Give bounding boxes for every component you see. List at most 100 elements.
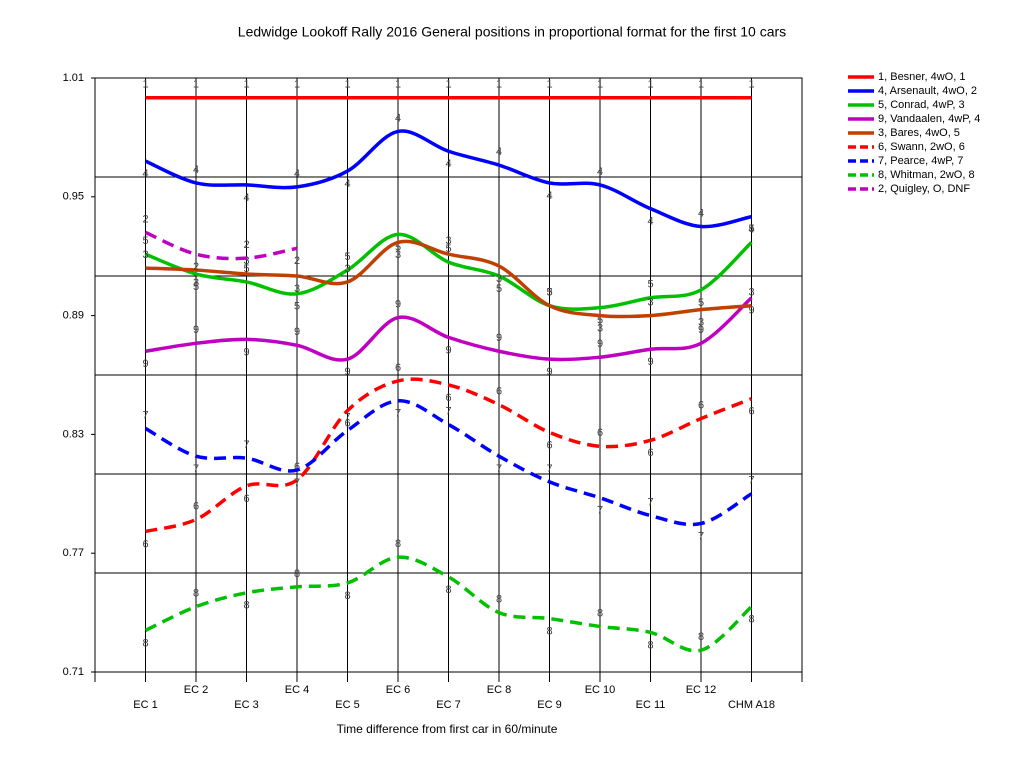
point-label: 1: [445, 79, 451, 91]
point-label: 7: [445, 405, 451, 417]
point-label: 8: [344, 590, 350, 602]
point-label: 4: [597, 166, 603, 178]
point-label: 3: [142, 249, 148, 261]
series-line: [144, 129, 752, 229]
point-label: 3: [395, 249, 401, 261]
x-tick-label: EC 10: [585, 684, 616, 696]
point-label: 4: [445, 158, 451, 170]
point-label: 7: [193, 463, 199, 475]
point-label: 4: [294, 168, 300, 180]
point-label: 3: [647, 297, 653, 309]
point-label: 1: [193, 79, 199, 91]
point-label: 3: [193, 277, 199, 289]
x-tick-label: EC 11: [636, 699, 666, 711]
x-tick-label: EC 2: [184, 684, 208, 696]
point-label: 6: [243, 493, 249, 505]
point-label: 8: [294, 568, 300, 580]
point-label: 6: [395, 362, 401, 374]
series-line: [144, 555, 753, 653]
x-tick-label: EC 5: [335, 699, 359, 711]
point-label: 4: [142, 168, 148, 180]
point-label: 9: [698, 324, 704, 336]
point-label: 5: [546, 287, 552, 299]
point-label: 7: [142, 409, 148, 421]
point-label: 6: [294, 461, 300, 473]
point-label: 4: [546, 190, 552, 202]
legend-label: 5, Conrad, 4wP, 3: [878, 99, 965, 111]
point-label: 6: [647, 447, 653, 459]
point-label: 1: [142, 79, 148, 91]
point-label: 8: [597, 607, 603, 619]
point-label: 1: [395, 79, 401, 91]
y-tick-label: 0.71: [63, 666, 84, 678]
x-tick-label: EC 12: [686, 684, 717, 696]
point-label: 6: [142, 538, 148, 550]
point-label: 3: [546, 287, 552, 299]
point-label: 1: [698, 79, 704, 91]
point-label: 6: [344, 418, 350, 430]
point-label: 4: [193, 164, 199, 176]
point-label: 5: [243, 263, 249, 275]
point-label: 8: [698, 631, 704, 643]
point-label: 5: [597, 315, 603, 327]
point-label: 2: [193, 261, 199, 273]
point-label: 6: [193, 500, 199, 512]
point-label: 3: [243, 255, 249, 267]
point-label: 9: [294, 326, 300, 338]
point-label: 9: [496, 332, 502, 344]
point-label: 9: [748, 305, 754, 317]
x-axis-label: Time difference from first car in 60/min…: [337, 722, 558, 736]
point-label: 8: [193, 588, 199, 600]
point-label: 9: [395, 298, 401, 310]
point-label: 7: [395, 408, 401, 420]
legend-label: 4, Arsenault, 4wO, 2: [878, 85, 977, 97]
point-label: 5: [748, 223, 754, 235]
point-label: 4: [344, 178, 350, 190]
point-label: 6: [445, 392, 451, 404]
point-label: 9: [597, 338, 603, 350]
x-tick-label: EC 1: [133, 699, 157, 711]
y-tick-label: 0.77: [63, 547, 84, 559]
point-label: 6: [496, 386, 502, 398]
point-label: 1: [496, 79, 502, 91]
point-label: 1: [647, 79, 653, 91]
point-label: 6: [698, 399, 704, 411]
point-label: 8: [395, 538, 401, 550]
x-tick-label: EC 9: [537, 699, 561, 711]
point-label: 2: [142, 213, 148, 225]
point-label: 4: [647, 216, 653, 228]
point-label: 5: [698, 297, 704, 309]
point-label: 8: [647, 639, 653, 651]
point-label: 7: [344, 411, 350, 423]
point-label: 5: [445, 243, 451, 255]
point-label: 2: [294, 255, 300, 267]
point-label: 8: [496, 594, 502, 606]
point-label: 3: [597, 323, 603, 335]
point-label: 9: [243, 346, 249, 358]
point-label: 2: [243, 239, 249, 251]
point-label: 9: [344, 366, 350, 378]
point-label: 4: [243, 192, 249, 204]
series-line: [145, 239, 752, 319]
point-label: 5: [496, 283, 502, 295]
point-label: 5: [193, 281, 199, 293]
legend-label: 9, Vandaalen, 4wP, 4: [878, 113, 980, 125]
point-label: 9: [647, 356, 653, 368]
x-tick-label: EC 4: [285, 684, 309, 696]
y-tick-label: 0.83: [63, 428, 84, 440]
series-line: [144, 232, 753, 311]
y-tick-label: 0.89: [63, 310, 84, 322]
point-label: 4: [496, 146, 502, 158]
point-label: 6: [748, 406, 754, 418]
point-label: 9: [193, 324, 199, 336]
x-tick-label: EC 8: [487, 684, 511, 696]
legend-label: 6, Swann, 2wO, 6: [878, 141, 965, 153]
point-label: 1: [243, 79, 249, 91]
point-label: 1: [546, 79, 552, 91]
y-tick-label: 1.01: [63, 72, 84, 84]
point-label: 5: [344, 251, 350, 263]
point-label: 7: [546, 463, 552, 475]
point-label: 3: [294, 283, 300, 295]
x-tick-label: EC 7: [436, 699, 460, 711]
